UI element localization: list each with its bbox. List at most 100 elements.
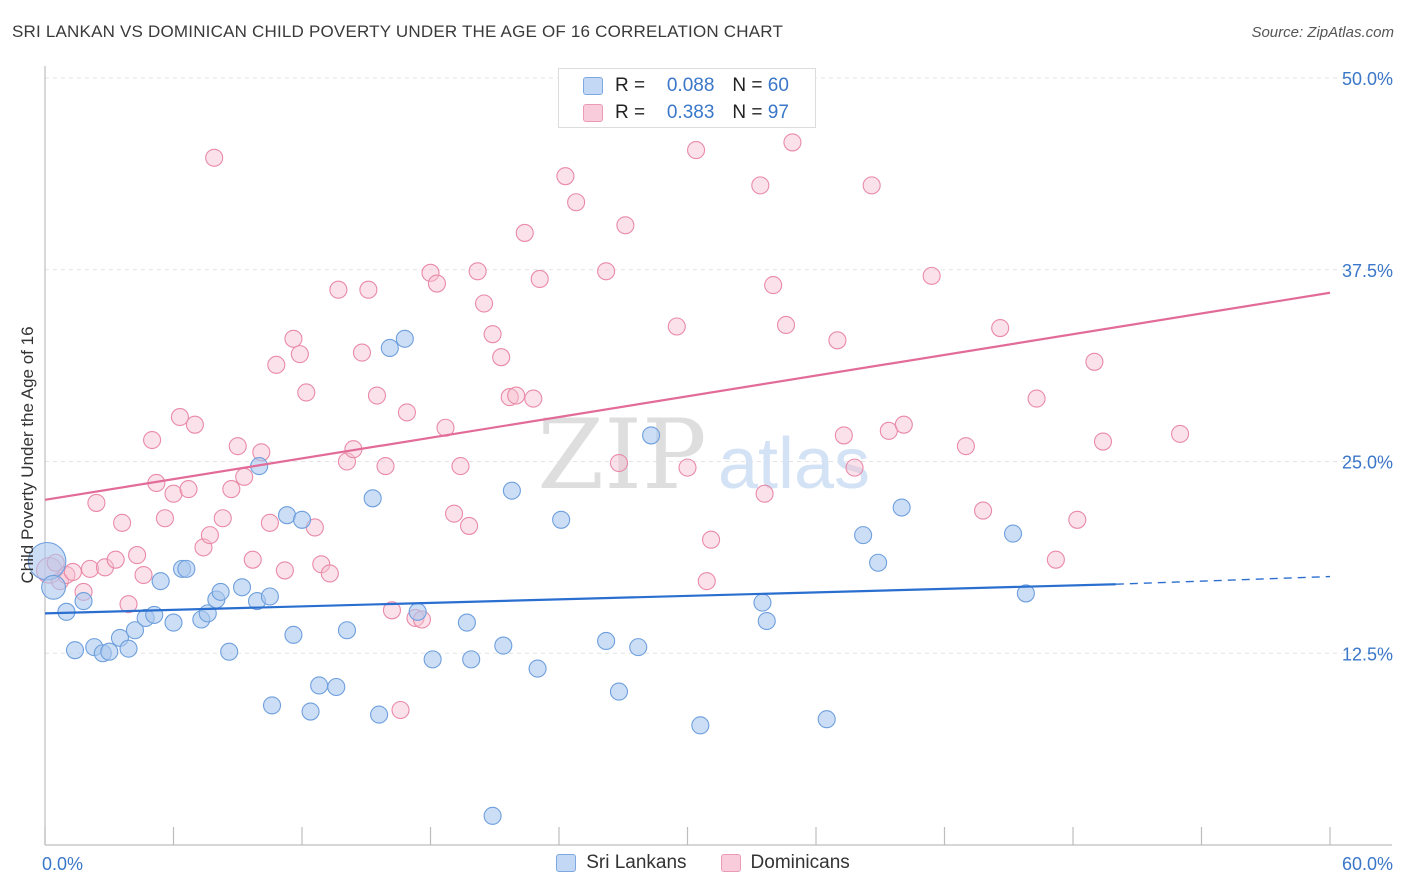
tick-labels: 12.5% 25.0% 37.5% 50.0% 0.0% 60.0% [42,69,1393,874]
legend-swatch-blue [556,854,577,872]
point-dominican [397,403,416,422]
point-dominican [616,216,635,235]
point-dominican [185,415,204,434]
point-dominican [205,148,224,167]
point-dominican [284,329,303,348]
axes [44,66,1392,846]
point-dominican [80,559,100,578]
point-sri-lankan [753,593,772,612]
legend-r-label: R = [615,75,646,96]
point-dominican [524,389,543,408]
x-tick-label: 0.0% [42,854,83,874]
point-sri-lankan [164,613,183,632]
point-dominican [63,562,82,581]
point-sri-lankan [423,650,442,669]
point-sri-lankan [854,526,873,545]
point-dominican [260,513,279,532]
point-sri-lankan [74,592,93,611]
legend-swatch-blue [583,77,603,95]
point-dominican [359,280,378,299]
point-sri-lankan [151,572,170,591]
point-sri-lankan [119,639,138,658]
grid [45,77,1392,654]
point-dominican [367,386,387,405]
point-sri-lankan [145,605,164,624]
point-dominican [376,457,395,476]
point-sri-lankan [363,489,382,508]
point-dominican [352,343,372,362]
point-dominican [991,318,1010,338]
point-sri-lankan [494,636,513,655]
trend-lines [44,291,1331,615]
point-sri-lankan [380,338,399,358]
point-dominican [751,176,770,195]
point-dominican [128,546,147,565]
series-sri-lankans [27,329,1035,825]
trend-line-sri-lankans-extension [1115,575,1331,585]
legend-n-label: N = [732,75,763,96]
point-dominican [179,480,198,499]
point-sri-lankan [232,578,252,597]
legend-label-sri-lankans: Sri Lankans [586,852,687,873]
point-dominican [845,458,864,477]
point-dominican [973,501,993,520]
chart-title: SRI LANKAN VS DOMINICAN CHILD POVERTY UN… [12,22,784,41]
legend-n-value: 97 [767,102,789,123]
x-tick-label: 60.0% [1342,854,1393,874]
point-dominican [507,386,526,405]
point-dominican [421,263,440,282]
point-sri-lankan [292,510,312,529]
legend-item-dominicans: Dominicans [720,852,850,874]
point-sri-lankan [528,659,547,678]
point-sri-lankan [370,705,389,724]
point-dominican [200,526,219,545]
point-dominican [213,509,232,528]
legend-row-dominicans: R = 0.383 N = 97 [583,101,789,125]
point-sri-lankan [609,682,629,701]
point-dominican [1027,389,1046,408]
point-dominican [235,467,254,486]
point-sri-lankan [483,806,502,825]
point-dominican [459,516,479,535]
point-dominican [170,407,189,427]
trend-line-sri-lankans [44,583,1116,615]
point-dominican [106,550,125,569]
point-dominican [828,331,847,350]
point-dominican [862,176,881,195]
point-dominican [687,141,706,160]
point-dominican [445,504,464,523]
point-dominican [556,167,575,186]
point-dominican [143,430,162,450]
y-tick-label: 50.0% [1342,69,1393,89]
trend-line-dominicans [44,291,1331,501]
point-dominican [776,315,796,335]
point-sri-lankan [262,696,282,715]
point-dominican [119,595,138,614]
point-dominican [243,550,262,569]
point-sri-lankan [817,710,836,729]
point-dominican [222,480,241,499]
point-sri-lankan [1016,584,1035,603]
point-dominican [834,426,853,445]
point-sri-lankan [395,329,414,348]
point-sri-lankan [284,625,303,644]
legend-r-value: 0.088 [666,75,715,96]
legend-label-dominicans: Dominicans [750,852,850,873]
point-sri-lankan [597,631,616,651]
point-sri-lankan [892,498,911,517]
point-dominican [1093,432,1113,451]
y-tick-label: 37.5% [1342,261,1393,281]
point-dominican [667,317,686,336]
watermark: ZIP atlas [537,399,870,511]
point-dominican [391,700,410,720]
point-dominican [1085,352,1104,371]
point-dominican [134,565,153,585]
point-dominican [483,325,502,344]
point-sri-lankan [211,582,230,601]
point-sri-lankan [65,641,85,660]
point-dominican [697,572,716,591]
point-dominican [267,355,286,374]
point-sri-lankan [220,642,239,661]
point-dominican [755,484,774,503]
